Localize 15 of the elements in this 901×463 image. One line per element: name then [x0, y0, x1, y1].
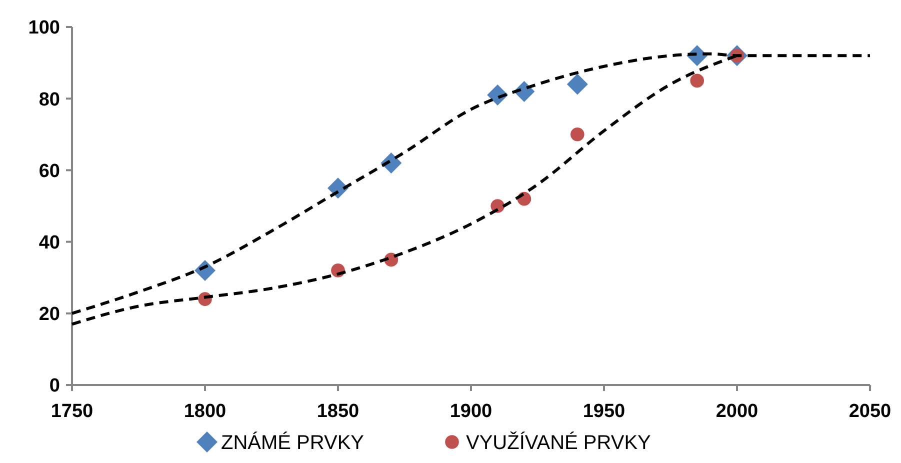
x-tick-label: 1850	[316, 401, 360, 422]
y-tick-label: 0	[49, 376, 60, 397]
y-tick-label: 20	[38, 304, 60, 326]
legend-label: ZNÁMÉ PRVKY	[221, 431, 364, 454]
x-tick-label: 2000	[716, 401, 758, 422]
x-tick-label: 1750	[50, 401, 94, 422]
y-tick-label: 40	[38, 232, 60, 254]
y-tick-label: 100	[28, 18, 60, 39]
x-tick-label: 1900	[450, 401, 492, 422]
y-tick-label: 80	[38, 89, 60, 110]
y-tick-label: 60	[38, 160, 60, 182]
x-tick-label: 1950	[582, 401, 626, 422]
x-tick-label: 1800	[184, 401, 226, 422]
x-tick-label: 2050	[848, 401, 892, 422]
legend-label: VYUŽÍVANÉ PRVKY	[466, 431, 651, 454]
